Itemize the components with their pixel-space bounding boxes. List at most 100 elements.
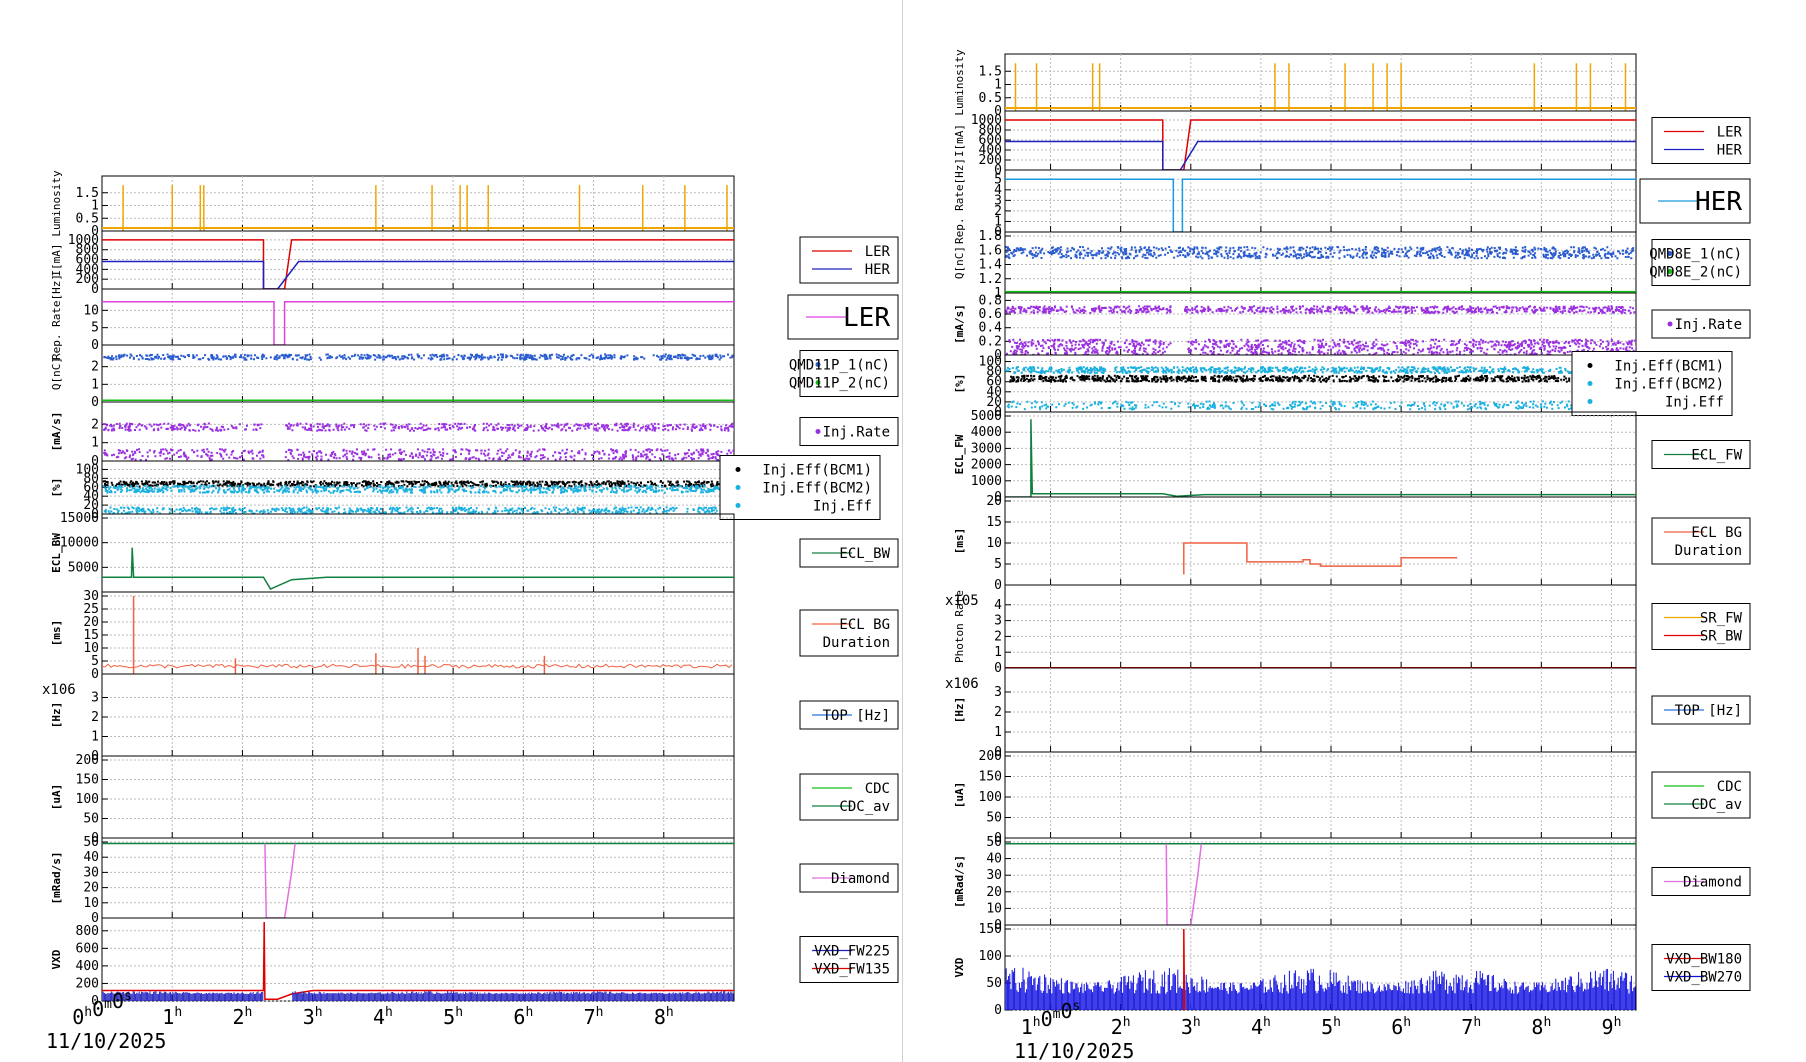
- series-eclbg-0: [102, 663, 733, 669]
- y-tick-label: 20: [986, 395, 1002, 410]
- legend-label: Inj.Rate: [823, 425, 890, 441]
- legend-diamond: Diamond: [1651, 867, 1751, 896]
- y-tick-label: 15: [83, 628, 99, 643]
- legend-injeff: Inj.Eff(BCM1) Inj.Eff(BCM2) Inj.Eff: [1571, 351, 1733, 416]
- y-axis-label: ECL_FW: [953, 434, 966, 474]
- y-axis-label: [Hz]: [953, 697, 966, 724]
- panel-frame: [101, 673, 735, 757]
- y-tick-label: 100: [979, 355, 1002, 370]
- legend-label: Inj.Eff: [813, 499, 872, 515]
- legend-label: ECL BG: [839, 617, 890, 633]
- legend-swatch: [815, 429, 821, 434]
- series-injrate-0: [103, 422, 734, 432]
- legend-vxd: VXD_FW225 VXD_FW135: [799, 936, 899, 983]
- legend-box: [1651, 517, 1751, 565]
- y-tick-label: 2: [91, 710, 99, 725]
- y-tick-label: 1.2: [979, 272, 1002, 287]
- y-axis-label: I[mA]: [50, 243, 63, 276]
- panel-injrate-right: 00.20.40.60.8 [mA/s] Inj.Rate: [953, 292, 1751, 363]
- y-tick-label: 1.4: [979, 258, 1003, 273]
- y-tick-label: 10: [83, 896, 99, 911]
- series-current-1: [1005, 140, 1636, 170]
- x-tick-label: 2h: [1111, 1015, 1131, 1039]
- y-tick-label: 10: [83, 303, 99, 318]
- y-tick-label: 50: [83, 835, 99, 850]
- legend-label: ECL_FW: [1691, 448, 1742, 464]
- y-tick-label: 3000: [971, 441, 1002, 456]
- legend-rep: LER: [787, 294, 899, 340]
- series-injeff-0: [1005, 366, 1636, 375]
- y-tick-label: 0.4: [979, 321, 1003, 336]
- panel-series: [1005, 63, 1636, 111]
- legend-label-2: Duration: [1675, 543, 1742, 559]
- panel-top-left: 0 1 2 3 [Hz] x106 TOP [Hz]: [42, 673, 899, 764]
- series-injeff-2: [103, 506, 734, 514]
- y-tick-label: 0: [91, 994, 99, 1009]
- y-axis-label: Rep. Rate[Hz]: [50, 274, 63, 360]
- panel-series: [102, 547, 734, 590]
- legend-label: Diamond: [1683, 875, 1742, 891]
- y-tick-label: 100: [979, 949, 1002, 964]
- legend-swatch: [735, 467, 741, 472]
- panel-series: [102, 353, 734, 401]
- series-diamond-1: [264, 843, 296, 918]
- y-tick-label: 0: [91, 395, 99, 410]
- y-tick-label: 600: [76, 253, 99, 268]
- y-axis-label: Q[nC]: [50, 357, 63, 390]
- y-tick-label: 0: [994, 405, 1002, 420]
- x-tick-label: 4h: [1251, 1015, 1271, 1039]
- y-tick-label: 4000: [971, 425, 1002, 440]
- y-tick-label: 0: [994, 163, 1002, 178]
- legend-eclfw: ECL_FW: [1651, 440, 1751, 469]
- panel-frame: [101, 837, 735, 919]
- y-tick-label: 0: [994, 1003, 1002, 1018]
- series-eclbg-0: [1183, 542, 1458, 575]
- legend-label: Diamond: [831, 871, 890, 887]
- panel-frame: [101, 175, 735, 232]
- legend-label: SR_BW: [1700, 629, 1743, 645]
- y-tick-label: 5: [91, 321, 99, 336]
- series-current-1: [102, 260, 734, 289]
- y-axis-label: VXD: [953, 957, 966, 977]
- panel-cdc-left: 0 50 100 150 200 [uA] CDC CDC_av: [50, 753, 899, 846]
- y-axis-label: [mA/s]: [50, 412, 63, 452]
- y-tick-label: 0: [91, 224, 99, 239]
- legend-label: Inj.Rate: [1675, 317, 1742, 333]
- series-rep-0: [1005, 178, 1636, 232]
- y-tick-label: 0: [91, 749, 99, 764]
- y-tick-label: 1: [994, 78, 1002, 93]
- panel-series: [1005, 119, 1636, 170]
- panel-series: [1005, 842, 1636, 925]
- y-tick-label: 1: [994, 214, 1002, 229]
- series-injeff-2: [1006, 400, 1636, 411]
- legend-label: LER: [1717, 125, 1743, 141]
- legend-label: QMD11P_2(nC): [789, 376, 890, 392]
- legend-box: [799, 773, 899, 821]
- legend-box: [719, 455, 881, 520]
- y-tick-label: 2: [994, 705, 1002, 720]
- legend-label: CDC_av: [839, 799, 890, 815]
- panel-frame: [101, 755, 735, 839]
- y-tick-label: 0: [91, 507, 99, 522]
- legend-swatch: [1587, 363, 1593, 368]
- y-tick-label: 2000: [971, 458, 1002, 473]
- y-tick-label: 50: [83, 812, 99, 827]
- legend-label: QMD8E_2(nC): [1649, 265, 1742, 281]
- series-current-0: [1005, 119, 1636, 170]
- y-tick-label: 3: [994, 685, 1002, 700]
- y-tick-label: 1000: [971, 113, 1002, 128]
- panel-injeff-right: 020406080100[%]Inj.Eff(BCM1)Inj.Eff(BCM2…: [953, 351, 1733, 420]
- y-tick-label: 0.5: [76, 211, 99, 226]
- y-tick-label: 50: [986, 811, 1002, 826]
- axis-exponent: x106: [42, 682, 76, 698]
- y-axis-label: [ms]: [50, 620, 63, 647]
- y-tick-label: 2: [91, 360, 99, 375]
- right-column: 00.511.5Luminosity02004006008001000I[mA]…: [945, 49, 1751, 1062]
- y-tick-label: 200: [76, 753, 99, 768]
- x-tick-label: 7h: [1461, 1015, 1481, 1039]
- y-tick-label: 0: [994, 918, 1002, 933]
- panel-frame: [101, 513, 735, 593]
- y-tick-label: 3: [91, 691, 99, 706]
